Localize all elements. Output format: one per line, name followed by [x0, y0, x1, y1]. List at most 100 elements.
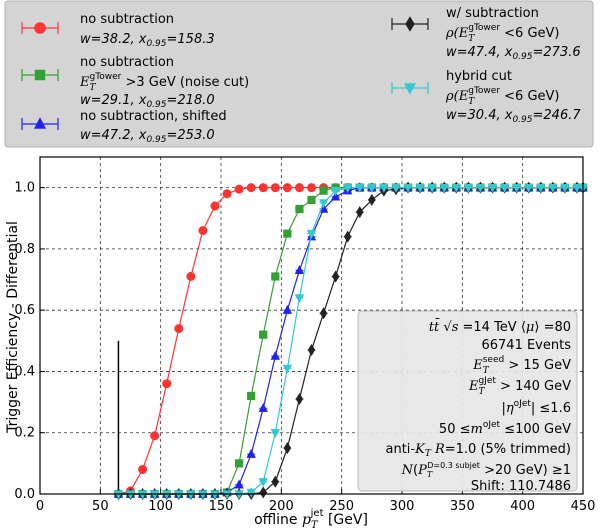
series-4-point-37 [560, 183, 570, 193]
legend-entry-3-line2: ρ(ETgTower <6 GeV) [445, 23, 560, 44]
series-4-point-7 [198, 490, 208, 500]
legend-entry-0-x95: 158.3 [177, 32, 214, 47]
legend-entry-4-name: hybrid cut [446, 69, 512, 84]
series-4-point-12 [258, 478, 268, 488]
x-axis-label: offline pTjet [GeV] [254, 508, 368, 530]
legend-entry-3-params: w=47.4, x0.95=273.6 [446, 45, 581, 62]
series-2-point-13 [270, 350, 280, 360]
series-4-point-16 [306, 229, 317, 239]
series-0-point-15 [294, 183, 304, 193]
series-4-point-26 [427, 183, 437, 193]
legend-entry-1-params: w=29.1, x0.95=218.0 [80, 93, 215, 110]
legend-entry-1-line2: ETgTower >3 GeV (noise cut) [79, 72, 249, 93]
series-0-point-12 [258, 183, 268, 193]
x-tick-label-6: 300 [390, 499, 415, 514]
legend-entry-3-name: w/ subtraction [446, 6, 539, 21]
series-0-point-6 [186, 271, 196, 281]
legend-entry-2-w: 47.2 [102, 128, 131, 143]
series-4-point-36 [548, 183, 558, 193]
series-1-point-14 [283, 229, 292, 238]
series-4-point-6 [186, 490, 196, 500]
legend-entry-1-x95: 218.0 [177, 93, 214, 108]
plot-frame [39, 156, 584, 495]
series-0-point-14 [282, 183, 292, 193]
legend-entry-2-params: w=47.2, x0.95=253.0 [80, 128, 215, 145]
series-4-point-18 [330, 187, 341, 196]
x-tick-label-5: 250 [329, 499, 354, 514]
series-2-point-12 [258, 402, 268, 412]
series-4-point-24 [403, 183, 413, 193]
series-4-point-38 [572, 183, 582, 193]
x-tick-label-4: 200 [269, 499, 294, 514]
series-4-point-3 [149, 490, 160, 500]
series-4-point-27 [439, 183, 449, 193]
annotation-line-0: tt̄ √s =14 TeV ⟨μ⟩ =80 [429, 318, 571, 335]
series-0-point-10 [234, 184, 244, 194]
x-tick-label-9: 450 [571, 499, 596, 514]
series-4-point-10 [234, 490, 244, 500]
series-4-point-30 [475, 183, 486, 193]
legend-entry-0-name: no subtraction [80, 12, 174, 27]
series-4-point-1 [125, 490, 136, 500]
legend-markers [21, 16, 429, 130]
legend-marker-1 [34, 69, 46, 81]
series-0-point-5 [174, 324, 184, 334]
series-3-point-12 [259, 486, 267, 499]
annotation-line-2: ETseed > 15 GeV [472, 355, 571, 376]
series-1-point-17 [319, 186, 328, 195]
series-0-point-7 [198, 226, 208, 236]
series-4-point-21 [367, 183, 377, 193]
series-3-point-13 [271, 475, 280, 488]
series-4-point-33 [511, 183, 522, 193]
series-4-point-4 [162, 490, 172, 500]
series-2-point-18 [330, 191, 341, 201]
y-tick-label-2: 0.4 [14, 364, 35, 379]
series-1-point-12 [259, 330, 268, 339]
series-3-point-17 [319, 307, 328, 320]
series-0-point-13 [270, 183, 280, 193]
series-4-point-14 [282, 364, 293, 374]
legend-entry-1-w: 29.1 [102, 93, 131, 108]
annotation-line-4: |ηoJet| ≤1.6 [501, 399, 571, 416]
y-tick-label-1: 0.2 [14, 426, 35, 441]
series-3-point-20 [356, 206, 364, 219]
annotation-box [357, 310, 578, 492]
series-0-point-16 [306, 183, 316, 193]
series-1-point-11 [247, 391, 256, 401]
series-1-point-13 [271, 272, 280, 281]
legend-entry-0-w: 38.2 [102, 32, 131, 47]
x-tick-label-7: 350 [450, 499, 475, 514]
y-tick-label-5: 1.0 [14, 181, 35, 196]
legend-entry-3-w: 47.4 [468, 45, 497, 60]
legend-entry-2-x95: 253.0 [177, 128, 214, 143]
annotation-line-8: Shift: 110.7486 [471, 479, 571, 494]
series-4-point-5 [174, 490, 184, 500]
x-tick-label-3: 150 [209, 499, 234, 514]
series-3-point-16 [307, 343, 316, 357]
annotation-line-1: 66741 Events [481, 338, 571, 353]
legend-texts: no subtraction w=38.2, x0.95=158.3 no su… [79, 6, 581, 145]
series-0-point-2 [138, 464, 148, 474]
series-1-point-10 [235, 459, 244, 468]
series-3-point-14 [283, 442, 292, 455]
annotation-line-5: 50 ≤moJet ≤100 GeV [439, 420, 571, 437]
legend-entry-4-params: w=30.4, x0.95=246.7 [446, 108, 581, 125]
legend-marker-0 [34, 22, 46, 34]
series-4-point-13 [270, 429, 280, 438]
legend-entry-4-x95: 246.7 [543, 108, 581, 123]
series-3-point-21 [368, 193, 376, 206]
series-3-point-15 [295, 392, 304, 406]
series-4-point-22 [379, 183, 389, 193]
series-4-point-15 [294, 294, 305, 304]
legend-entry-4-w: 30.4 [468, 108, 497, 123]
series-4-point-20 [355, 183, 365, 193]
annotation-line-3: ETgJet > 140 GeV [468, 376, 571, 397]
series-0-point-8 [210, 201, 220, 211]
series-4-point-19 [343, 183, 353, 193]
series-4-point-34 [524, 183, 534, 193]
legend-marker-2 [34, 117, 46, 129]
axis-ticks: 0 50 100 150 200 250 300 350 400 450 0.0 0.2 0.4 0.6 0… [14, 181, 595, 514]
series-4-point-31 [487, 183, 498, 193]
series-4-point-35 [536, 183, 546, 193]
